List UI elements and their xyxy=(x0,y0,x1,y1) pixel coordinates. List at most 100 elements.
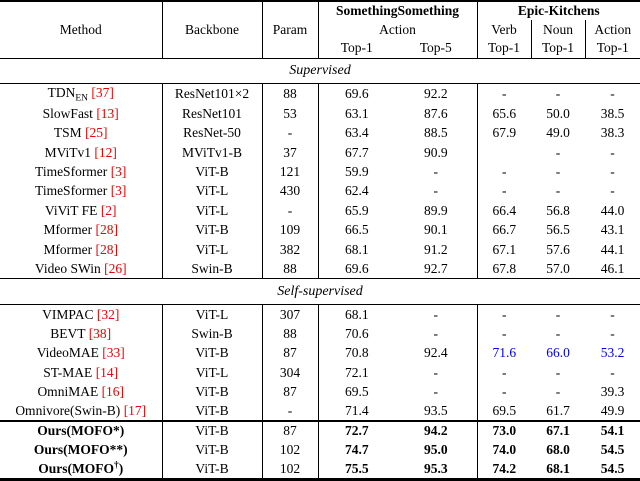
citation-link[interactable]: [3] xyxy=(110,164,127,180)
cell-param: 37 xyxy=(262,142,319,163)
cell-action-top1: 49.9 xyxy=(600,402,625,418)
cell-ss-top5: 90.1 xyxy=(395,220,478,240)
cell-ss-top5: 95.0 xyxy=(395,440,478,460)
table-row: Ours(MOFO**) ViT-B 102 74.7 95.0 74.0 68.0 54.5 xyxy=(0,440,640,460)
cell-method: Video SWin [26] xyxy=(0,259,163,279)
cell-ss-top5: 87.6 xyxy=(395,104,478,124)
cell-action-top1: 53.2 xyxy=(600,345,625,361)
cell-ss-top1: 75.5 xyxy=(344,460,369,476)
citation-link[interactable]: [38] xyxy=(88,325,112,341)
cell-method: MViTv1 [12] xyxy=(0,142,163,163)
table-row: ViViT FE [2] ViT-L -65.9 89.9 66.4 56.8 44.0 xyxy=(0,201,640,221)
cell-method: Ours(MOFO*) xyxy=(0,420,163,441)
cell-noun-top1: 67.1 xyxy=(531,420,585,441)
citation-link[interactable]: [3] xyxy=(110,183,127,199)
cell-param: 87 xyxy=(262,382,319,402)
cell-ss-top5: 91.2 xyxy=(395,239,478,260)
table-row: VIMPAC [32] ViT-L 307 68.1- - - - xyxy=(0,304,640,325)
table-row: OmniMAE [16] ViT-B 87 69.5- - -39.3 xyxy=(0,382,640,402)
cell-param: 87 xyxy=(262,420,319,441)
cell-noun-top1: 68.1 xyxy=(546,460,570,476)
cell-action-top1: - xyxy=(610,164,615,180)
method-name: MViTv1 xyxy=(44,144,92,160)
method-name: Omnivore(Swin-B) xyxy=(15,402,121,418)
cell-method: VideoMAE [33] xyxy=(0,343,163,363)
cell-ss-top1: 69.6 xyxy=(344,260,369,276)
cell-verb-top1: 69.5 xyxy=(492,402,517,418)
method-name: VIMPAC xyxy=(42,306,94,322)
cell-param: 307 xyxy=(262,304,319,325)
cell-param: 87 xyxy=(262,343,319,363)
citation-link[interactable]: [28] xyxy=(95,241,119,257)
cell-noun-top1: 56.8 xyxy=(546,202,570,218)
cell-method: TDNEN [37] xyxy=(0,83,163,105)
cell-ss-top5: - xyxy=(395,382,478,402)
cell-ss-top1: 67.7 xyxy=(344,144,369,160)
table-row: Omnivore(Swin-B) [17] ViT-B -71.4 93.5 69.5 6… xyxy=(0,401,640,422)
cell-backbone: ViT-B xyxy=(162,162,263,182)
citation-link[interactable]: [37] xyxy=(91,84,114,100)
cell-ss-top1: 72.1 xyxy=(344,364,369,380)
group-header-epic-kitchens: Epic-Kitchens xyxy=(517,3,600,18)
cell-action-top1: 46.1 xyxy=(600,260,625,276)
cell-ss-top1: 74.7 xyxy=(344,442,369,458)
cell-ss-top1: 72.7 xyxy=(318,420,395,441)
method-name: Video SWin xyxy=(34,260,101,276)
cell-backbone: MViTv1-B xyxy=(162,142,263,163)
cell-backbone: ViT-B xyxy=(162,401,263,422)
table-row: TDNEN [37] ResNet101×2 88 69.6 92.2- - - xyxy=(0,83,640,105)
cell-backbone: ViT-L xyxy=(162,362,263,383)
cell-ss-top1: 68.1 xyxy=(344,306,369,322)
cell-verb-top1: - xyxy=(502,364,507,380)
citation-link[interactable]: [25] xyxy=(85,125,108,141)
citation-link[interactable]: [12] xyxy=(94,144,117,160)
method-name: VideoMAE xyxy=(36,345,99,361)
cell-action-top1: 54.5 xyxy=(600,442,625,458)
method-name: TDN xyxy=(47,84,76,100)
cell-param: 109 xyxy=(262,220,319,240)
cell-ss-top1: 69.5 xyxy=(344,383,369,399)
method-name-post: ) xyxy=(118,460,124,476)
cell-action-top1: - xyxy=(610,325,615,341)
citation-link[interactable]: [16] xyxy=(101,383,125,399)
method-name: TimeSformer xyxy=(35,183,108,199)
citation-link[interactable]: [33] xyxy=(102,345,125,361)
citation-link[interactable]: [17] xyxy=(123,402,147,418)
cell-param: 382 xyxy=(262,239,319,260)
subheader-verb: Verb xyxy=(477,20,532,39)
table-row: TSM [25] ResNet-50-63.4 88.5 67.9 49.0 38.3 xyxy=(0,123,640,143)
citation-link[interactable]: [32] xyxy=(96,306,120,322)
cell-param: 88 xyxy=(262,324,319,344)
cell-verb-top1: 66.4 xyxy=(492,202,517,218)
table-row: Mformer [28] ViT-B 109 66.5 90.1 66.7 56.5 43.1 xyxy=(0,220,640,240)
cell-verb-top1: 73.0 xyxy=(477,420,531,441)
cell-ss-top5: 90.9 xyxy=(395,142,478,163)
cell-verb-top1: 67.1 xyxy=(492,241,517,257)
cell-ss-top1: 70.8 xyxy=(344,345,369,361)
cell-noun-top1: 68.0 xyxy=(546,442,570,458)
subheader-action: Action xyxy=(594,21,632,37)
cell-param: - xyxy=(262,201,319,221)
cell-backbone: ViT-B xyxy=(162,459,263,480)
citation-link[interactable]: [26] xyxy=(104,260,127,276)
cell-ss-top1: 59.9 xyxy=(344,164,369,180)
table-row: SlowFast [13] ResNet101 53 63.1 87.6 65.6 50.0… xyxy=(0,104,640,124)
citation-link[interactable]: [28] xyxy=(95,222,119,238)
cell-param: 102 xyxy=(262,440,319,460)
cell-ss-top5: 92.2 xyxy=(395,83,478,105)
cell-ss-top1: 68.1 xyxy=(344,241,369,257)
table-body: Supervised TDNEN [37] ResNet101×2 88 69.6 92.… xyxy=(0,57,640,480)
col-header-method: Method xyxy=(0,1,163,59)
cell-backbone: ViT-B xyxy=(162,420,263,441)
citation-link[interactable]: [14] xyxy=(95,364,119,380)
citation-link[interactable]: [2] xyxy=(100,202,117,218)
cell-method: ViViT FE [2] xyxy=(0,201,163,221)
cell-backbone: Swin-B xyxy=(162,259,263,279)
citation-link[interactable]: [13] xyxy=(96,105,119,121)
cell-backbone: ResNet-50 xyxy=(162,123,263,143)
cell-verb-top1 xyxy=(477,143,531,162)
cell-noun-top1: - xyxy=(555,183,561,199)
cell-noun-top1: - xyxy=(555,325,561,341)
cell-ss-top1: 70.6 xyxy=(344,325,369,341)
method-name: SlowFast xyxy=(42,105,93,121)
